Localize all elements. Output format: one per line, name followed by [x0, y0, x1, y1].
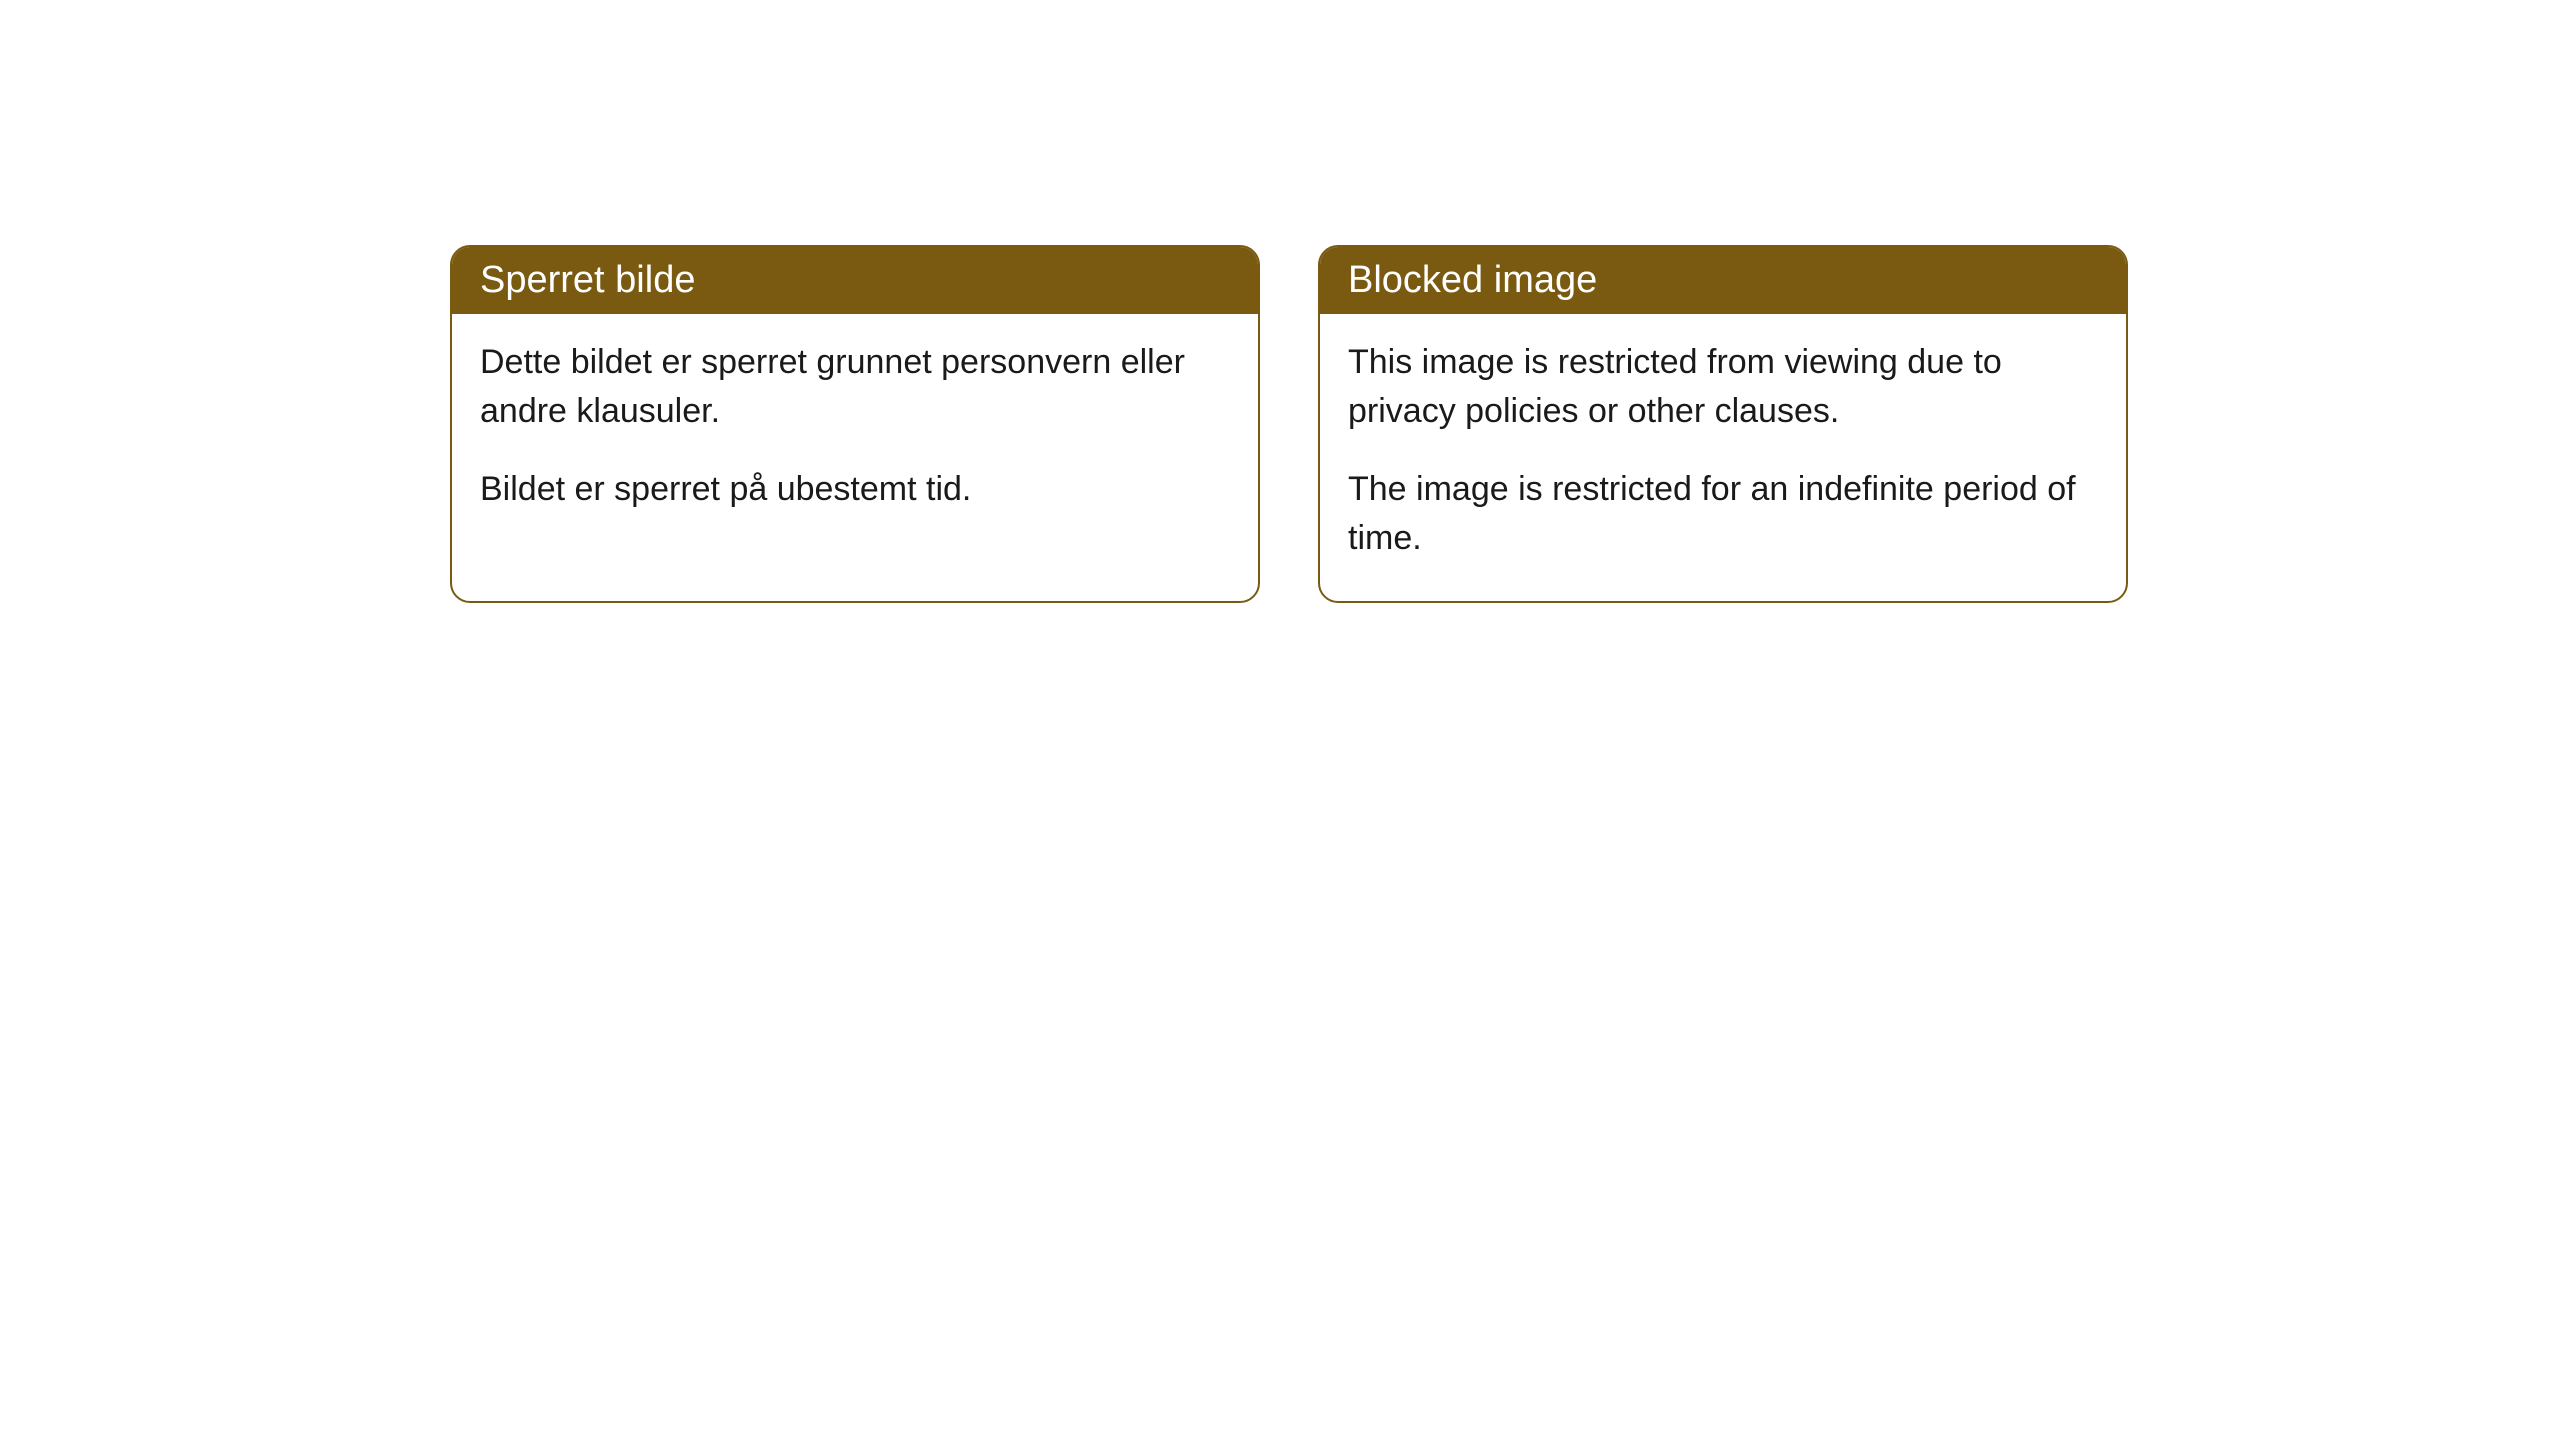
card-title-english: Blocked image — [1348, 259, 1597, 301]
cards-container: Sperret bilde Dette bildet er sperret gr… — [450, 245, 2128, 603]
card-paragraph2-english: The image is restricted for an indefinit… — [1348, 465, 2098, 564]
card-body-english: This image is restricted from viewing du… — [1320, 314, 2126, 601]
card-paragraph2-norwegian: Bildet er sperret på ubestemt tid. — [480, 465, 1230, 514]
card-header-english: Blocked image — [1320, 247, 2126, 314]
card-norwegian: Sperret bilde Dette bildet er sperret gr… — [450, 245, 1260, 603]
card-header-norwegian: Sperret bilde — [452, 247, 1258, 314]
card-paragraph1-norwegian: Dette bildet er sperret grunnet personve… — [480, 338, 1230, 437]
card-body-norwegian: Dette bildet er sperret grunnet personve… — [452, 314, 1258, 601]
card-title-norwegian: Sperret bilde — [480, 259, 695, 301]
card-paragraph1-english: This image is restricted from viewing du… — [1348, 338, 2098, 437]
card-english: Blocked image This image is restricted f… — [1318, 245, 2128, 603]
